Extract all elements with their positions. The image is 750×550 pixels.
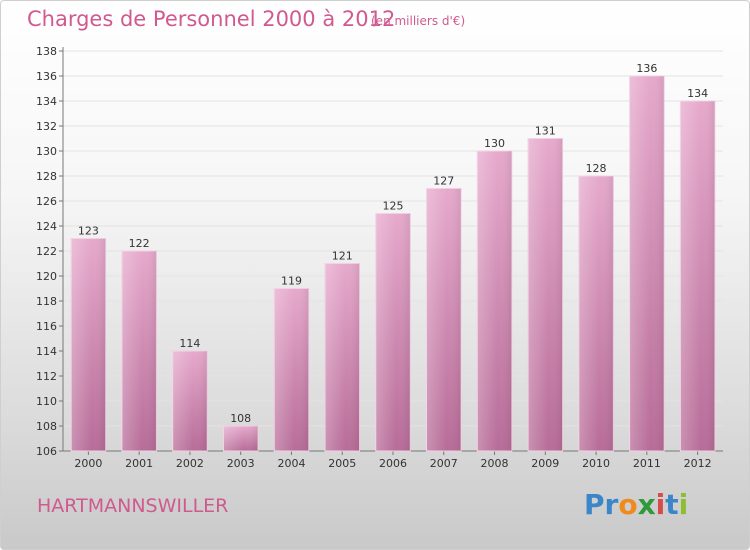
data-label: 119 xyxy=(281,275,302,288)
bar-shade xyxy=(426,188,462,451)
commune-name: HARTMANNSWILLER xyxy=(37,495,229,517)
logo-letter: i xyxy=(678,488,689,521)
x-tick-label: 2008 xyxy=(481,457,509,470)
x-tick-label: 2012 xyxy=(684,457,712,470)
bar-shade xyxy=(477,151,512,451)
bar-shade xyxy=(223,426,258,451)
data-label: 130 xyxy=(484,137,505,150)
x-tick-label: 2004 xyxy=(277,457,305,470)
labels: 2000 123 2001 122 2002 114 2003 108 2004 119 2005 1… xyxy=(74,62,711,470)
data-label: 123 xyxy=(78,225,99,238)
bar-shade xyxy=(680,101,715,451)
logo-letter: P xyxy=(584,488,605,521)
data-label: 108 xyxy=(230,412,251,425)
y-tick-label: 138 xyxy=(36,45,57,58)
data-label: 125 xyxy=(383,200,404,213)
data-label: 121 xyxy=(332,250,353,263)
y-tick-label: 128 xyxy=(36,170,57,183)
y-tick-label: 132 xyxy=(36,120,57,133)
x-tick-label: 2003 xyxy=(227,457,255,470)
y-tick-label: 116 xyxy=(36,320,57,333)
bar-shade xyxy=(172,351,208,451)
bar-shade xyxy=(578,176,614,451)
y-tick-label: 110 xyxy=(36,395,57,408)
x-tick-label: 2001 xyxy=(125,457,153,470)
data-label: 114 xyxy=(179,337,200,350)
x-tick-label: 2002 xyxy=(176,457,204,470)
bar-shade xyxy=(528,138,563,451)
logo-letter: t xyxy=(665,488,679,521)
bar-shade xyxy=(324,263,360,451)
y-tick-label: 136 xyxy=(36,70,57,83)
x-tick-label: 2011 xyxy=(633,457,661,470)
y-tick-label: 112 xyxy=(36,370,57,383)
y-tick-label: 108 xyxy=(36,420,57,433)
logo-letter: x xyxy=(637,488,656,521)
bar-shade xyxy=(375,213,411,451)
y-tick-label: 122 xyxy=(36,245,57,258)
data-label: 136 xyxy=(636,62,657,75)
x-tick-label: 2007 xyxy=(430,457,458,470)
x-tick-label: 2006 xyxy=(379,457,407,470)
x-tick-label: 2005 xyxy=(328,457,356,470)
bar-shade xyxy=(629,76,665,451)
bars xyxy=(70,75,716,452)
logo-letter: r xyxy=(604,488,619,521)
y-tick-label: 120 xyxy=(36,270,57,283)
logo-letter: i xyxy=(655,488,666,521)
data-label: 122 xyxy=(129,237,150,250)
y-tick-label: 114 xyxy=(36,345,57,358)
data-label: 127 xyxy=(433,175,454,188)
y-tick-label: 126 xyxy=(36,195,57,208)
x-tick-label: 2000 xyxy=(74,457,102,470)
bar-shade xyxy=(274,288,309,451)
y-tick-label: 106 xyxy=(36,445,57,458)
x-tick-label: 2010 xyxy=(582,457,610,470)
logo-letter: o xyxy=(618,488,638,521)
data-label: 128 xyxy=(586,162,607,175)
proxiti-logo: Proxiti xyxy=(584,488,688,521)
chart-title: Charges de Personnel 2000 à 2012 xyxy=(27,7,396,31)
bar-shade xyxy=(71,238,106,451)
chart-subtitle: (en milliers d'€) xyxy=(371,14,466,28)
data-label: 134 xyxy=(687,87,708,100)
y-tick-label: 118 xyxy=(36,295,57,308)
bar-shade xyxy=(121,251,157,451)
y-tick-label: 130 xyxy=(36,145,57,158)
y-tick-label: 134 xyxy=(36,95,57,108)
y-tick-label: 124 xyxy=(36,220,57,233)
x-tick-label: 2009 xyxy=(531,457,559,470)
data-label: 131 xyxy=(535,125,556,138)
